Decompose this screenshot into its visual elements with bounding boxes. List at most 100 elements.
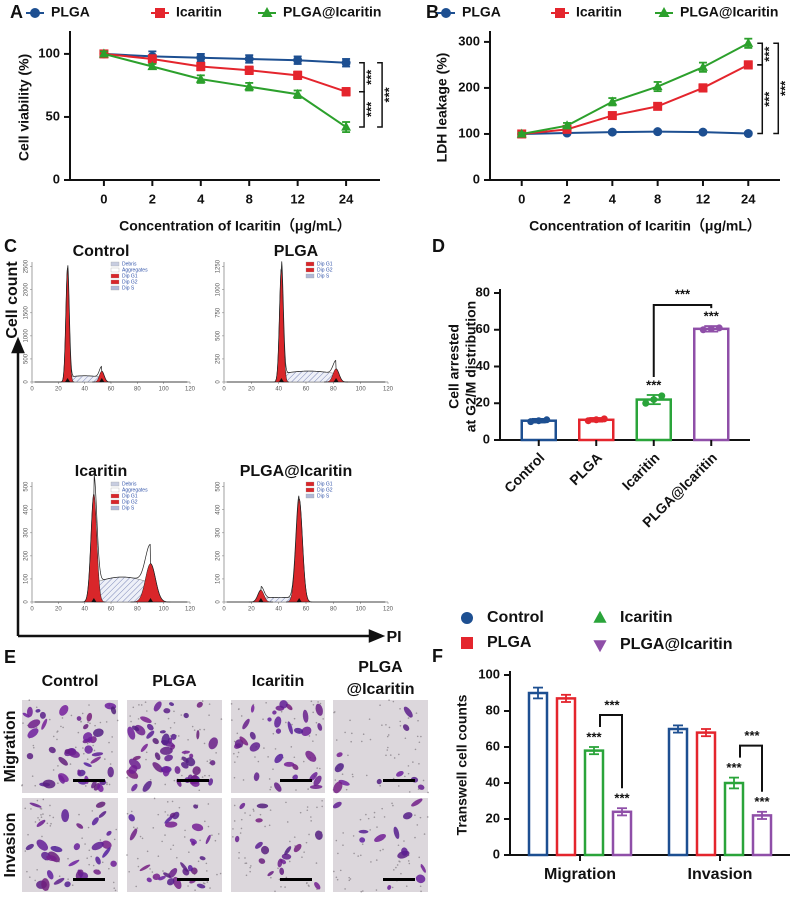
x-tick-label: 20 xyxy=(248,387,255,393)
legend-swatch xyxy=(305,493,315,499)
point xyxy=(244,81,255,91)
point xyxy=(607,127,617,137)
y-tick-label: 40 xyxy=(476,358,490,373)
cell xyxy=(336,752,343,758)
point xyxy=(653,127,663,137)
plot-title: PLGA@Icaritin xyxy=(240,463,353,480)
y-tick-label: 400 xyxy=(24,504,30,515)
pore xyxy=(128,870,130,873)
pore xyxy=(162,870,164,872)
pore xyxy=(231,719,233,721)
panel-label: F xyxy=(432,646,443,666)
pore xyxy=(78,813,80,816)
pore xyxy=(164,811,167,813)
pore xyxy=(408,791,411,793)
sig-bracket xyxy=(652,304,713,377)
pore xyxy=(306,806,309,808)
pore xyxy=(211,834,213,837)
cell xyxy=(36,819,46,827)
legend-swatch xyxy=(110,493,120,499)
pore xyxy=(138,704,140,706)
x-tick-label: 60 xyxy=(108,387,115,393)
pore xyxy=(52,816,55,819)
row-label: Migration xyxy=(2,711,19,783)
y-axis-label: at G2/M distribution xyxy=(463,301,479,432)
pore xyxy=(220,718,223,720)
legend-swatch xyxy=(305,273,315,279)
pore xyxy=(392,777,395,780)
x-tick-label: Control xyxy=(501,449,548,496)
pore xyxy=(368,718,371,720)
pore xyxy=(194,889,196,891)
point xyxy=(98,48,109,58)
data-point xyxy=(699,326,707,334)
pore xyxy=(113,887,116,889)
pore xyxy=(407,860,410,862)
pore xyxy=(291,723,293,726)
micrograph xyxy=(332,798,429,893)
peak-marker xyxy=(99,378,105,382)
y-tick-label: 500 xyxy=(24,481,30,492)
cell xyxy=(374,834,386,843)
legend-swatch xyxy=(305,481,315,487)
pore xyxy=(268,778,271,780)
pore xyxy=(104,758,106,760)
cell xyxy=(274,716,282,728)
pore xyxy=(149,778,152,781)
pore xyxy=(369,738,372,741)
pore xyxy=(316,767,319,769)
cell xyxy=(36,839,49,851)
pore xyxy=(387,746,389,749)
cell xyxy=(131,783,138,792)
pore xyxy=(349,719,351,722)
series-line xyxy=(521,64,749,135)
pore xyxy=(245,862,248,865)
pore xyxy=(319,767,321,770)
x-tick-label: 0 xyxy=(30,607,34,613)
cell xyxy=(293,727,304,734)
pore xyxy=(418,763,420,765)
pore xyxy=(208,774,211,777)
cell xyxy=(90,756,101,764)
bar xyxy=(583,749,605,857)
legend-label: Icaritin xyxy=(620,609,672,626)
cell xyxy=(169,702,175,706)
pore xyxy=(414,748,417,751)
x-tick-label: 40 xyxy=(275,607,282,613)
pore xyxy=(249,814,251,817)
legend-label: Dip G2 xyxy=(122,499,138,505)
x-tick-label: 8 xyxy=(246,191,253,206)
pore xyxy=(274,890,276,893)
pore xyxy=(395,866,397,869)
pore xyxy=(240,818,243,821)
pore xyxy=(375,859,378,861)
y-tick-label: 300 xyxy=(458,33,480,48)
peak-marker xyxy=(91,598,97,602)
pore xyxy=(86,758,89,760)
pore xyxy=(201,776,204,778)
cell xyxy=(164,821,178,828)
cell xyxy=(169,812,176,818)
pore xyxy=(310,700,313,703)
pore xyxy=(111,736,113,738)
peak-marker xyxy=(258,598,264,602)
pore xyxy=(269,809,272,811)
point xyxy=(341,58,351,68)
y-tick-label: 1500 xyxy=(24,305,30,319)
pore xyxy=(58,875,61,877)
cell xyxy=(48,746,56,754)
x-tick-label: 8 xyxy=(654,191,661,206)
pore xyxy=(40,816,43,819)
cell xyxy=(95,801,106,808)
cell xyxy=(77,769,81,776)
pore xyxy=(208,714,210,716)
x-tick-label: 80 xyxy=(134,607,141,613)
point xyxy=(653,101,663,111)
pore xyxy=(415,712,418,714)
cell xyxy=(192,766,201,776)
cell xyxy=(358,829,369,834)
x-tick-label: 120 xyxy=(185,387,196,393)
pore xyxy=(233,740,236,743)
sig-bracket xyxy=(773,42,780,135)
pore xyxy=(92,864,95,867)
